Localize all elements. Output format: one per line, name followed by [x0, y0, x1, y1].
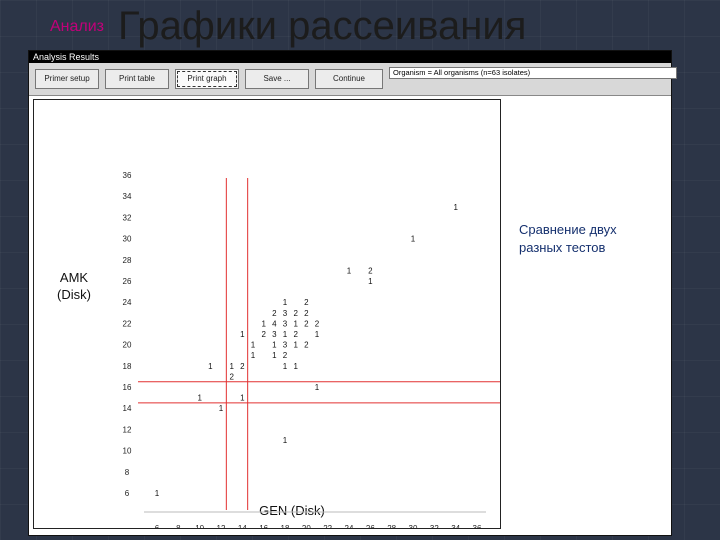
x-tick-label: 18	[281, 524, 290, 528]
y-tick-label: 30	[123, 235, 132, 244]
y-tick-label: 22	[123, 319, 132, 328]
y-tick-label: 20	[123, 341, 132, 350]
y-tick-label: 16	[123, 383, 132, 392]
print-graph-button[interactable]: Print graph	[175, 69, 239, 89]
organism-info: Organism = All organisms (n=63 isolates)	[389, 67, 677, 79]
y-tick-label: 18	[123, 362, 132, 371]
x-tick-label: 30	[409, 524, 418, 528]
x-tick-label: 8	[176, 524, 181, 528]
slide-title-small: Анализ	[50, 18, 105, 35]
data-point: 2	[304, 309, 309, 318]
data-point: 2	[272, 309, 277, 318]
scatter-plot-panel: AMK (Disk) GEN (Disk) 6 8 10 12 14 16 18 20 22 24…	[33, 99, 501, 533]
comparison-note: Сравнение двух разных тестов	[519, 221, 669, 257]
data-point: 1	[251, 351, 256, 360]
y-tick-label: 6	[125, 489, 130, 498]
data-point: 1	[261, 319, 266, 328]
x-tick-label: 26	[366, 524, 375, 528]
data-point: 2	[315, 319, 320, 328]
toolbar: Primer setup Print table Print graph Sav…	[29, 63, 677, 96]
data-point: 2	[240, 362, 245, 371]
y-tick-label: 32	[123, 213, 132, 222]
data-point: 1	[251, 341, 256, 350]
y-tick-label: 26	[123, 277, 132, 286]
x-tick-label: 20	[302, 524, 311, 528]
y-tick-label: 14	[123, 404, 132, 413]
x-tick-label: 24	[345, 524, 354, 528]
data-point: 4	[272, 319, 277, 328]
analysis-results-window: Analysis Results Primer setup Print tabl…	[28, 50, 677, 536]
data-point: 1	[368, 277, 373, 286]
y-axis-label: AMK	[60, 270, 89, 285]
save-button[interactable]: Save ...	[245, 69, 309, 89]
x-tick-label: 34	[451, 524, 460, 528]
data-point: 1	[240, 330, 245, 339]
y-tick-label: 36	[123, 171, 132, 180]
data-point: 3	[283, 341, 288, 350]
x-tick-label: 28	[387, 524, 396, 528]
x-tick-label: 6	[155, 524, 160, 528]
data-point: 1	[283, 436, 288, 445]
data-point: 1	[155, 489, 160, 498]
y-tick-label: 34	[123, 192, 132, 201]
x-tick-label: 10	[195, 524, 204, 528]
x-tick-label: 14	[238, 524, 247, 528]
data-point: 2	[229, 372, 234, 381]
data-point: 3	[283, 319, 288, 328]
data-point: 1	[293, 362, 298, 371]
data-point: 3	[283, 309, 288, 318]
scatter-plot: AMK (Disk) GEN (Disk) 681012141618202224…	[57, 171, 500, 533]
data-point: 1	[283, 330, 288, 339]
data-point: 2	[368, 266, 373, 275]
data-point: 2	[304, 319, 309, 328]
data-point: 2	[293, 309, 298, 318]
y-tick-label: 10	[123, 447, 132, 456]
data-point: 1	[272, 341, 277, 350]
x-tick-label: 16	[259, 524, 268, 528]
y-tick-label: 8	[125, 468, 130, 477]
x-tick-label: 12	[217, 524, 226, 528]
data-point: 2	[261, 330, 266, 339]
data-point: 1	[347, 266, 352, 275]
window-titlebar: Analysis Results	[29, 51, 671, 63]
data-point: 1	[240, 394, 245, 403]
continue-button[interactable]: Continue	[315, 69, 383, 89]
slide-title: Анализ Графики рассеивания	[50, 4, 526, 48]
y-tick-label: 24	[123, 298, 132, 307]
data-point: 1	[315, 383, 320, 392]
data-point: 1	[229, 362, 234, 371]
data-point: 1	[453, 203, 458, 212]
data-point: 1	[315, 330, 320, 339]
data-point: 1	[197, 394, 202, 403]
slide-title-large: Графики рассеивания	[118, 4, 527, 48]
x-axis-label: GEN (Disk)	[259, 503, 325, 518]
note-line-2: разных тестов	[519, 240, 606, 255]
data-point: 1	[272, 351, 277, 360]
data-point: 1	[219, 404, 224, 413]
x-tick-label: 22	[323, 524, 332, 528]
y-axis-label-unit: (Disk)	[57, 287, 91, 302]
data-point: 2	[304, 341, 309, 350]
data-point: 1	[411, 235, 416, 244]
data-point: 1	[208, 362, 213, 371]
primer-setup-button[interactable]: Primer setup	[35, 69, 99, 89]
data-point: 1	[283, 362, 288, 371]
y-tick-label: 28	[123, 256, 132, 265]
data-point: 3	[272, 330, 277, 339]
data-point: 1	[283, 298, 288, 307]
data-point: 2	[283, 351, 288, 360]
x-tick-label: 36	[473, 524, 482, 528]
x-tick-label: 32	[430, 524, 439, 528]
data-point: 1	[293, 341, 298, 350]
y-tick-label: 12	[123, 425, 132, 434]
data-point: 1	[293, 319, 298, 328]
data-point: 2	[293, 330, 298, 339]
print-table-button[interactable]: Print table	[105, 69, 169, 89]
data-point: 2	[304, 298, 309, 307]
note-line-1: Сравнение двух	[519, 222, 617, 237]
